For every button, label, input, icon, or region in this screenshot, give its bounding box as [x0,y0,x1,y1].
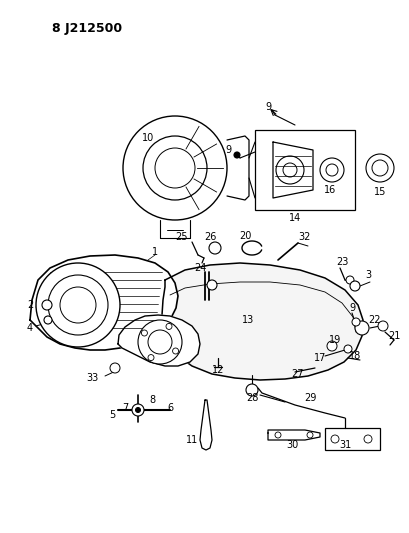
Text: 19: 19 [328,335,340,345]
Circle shape [371,160,387,176]
Circle shape [172,348,178,354]
Circle shape [110,363,120,373]
Text: 24: 24 [193,263,206,273]
Text: 12: 12 [211,365,224,375]
Circle shape [148,330,172,354]
Text: 9: 9 [264,102,270,112]
Circle shape [330,435,338,443]
Circle shape [123,116,227,220]
Text: 29: 29 [303,393,315,403]
Circle shape [377,321,387,331]
Circle shape [326,341,336,351]
Circle shape [42,300,52,310]
Text: 17: 17 [313,353,326,363]
Text: 5: 5 [109,410,115,420]
Circle shape [365,154,393,182]
Polygon shape [118,315,200,366]
Circle shape [60,287,96,323]
Polygon shape [200,400,211,450]
Circle shape [345,276,353,284]
Circle shape [349,281,359,291]
Text: 7: 7 [121,403,128,413]
Bar [324,428,379,450]
Text: 6: 6 [166,403,173,413]
Text: 11: 11 [185,435,198,445]
Text: 21: 21 [387,331,399,341]
Text: 32: 32 [298,232,310,242]
Circle shape [141,330,147,336]
Text: 31: 31 [338,440,350,450]
Circle shape [274,432,280,438]
Text: 20: 20 [238,231,251,241]
Circle shape [363,435,371,443]
Circle shape [325,164,337,176]
Circle shape [148,354,154,361]
Circle shape [132,404,144,416]
Circle shape [354,321,368,335]
Text: 14: 14 [288,213,300,223]
Text: 23: 23 [335,257,347,267]
Circle shape [143,136,207,200]
Circle shape [209,242,220,254]
Circle shape [48,275,108,335]
Circle shape [343,345,351,353]
Circle shape [166,324,172,329]
Text: 4: 4 [27,323,33,333]
Circle shape [351,318,359,326]
Circle shape [138,320,182,364]
Circle shape [245,384,257,396]
Polygon shape [30,255,178,350]
Circle shape [275,156,303,184]
Text: 18: 18 [348,351,360,361]
Circle shape [282,163,296,177]
Text: 16: 16 [323,185,335,195]
Circle shape [36,263,120,347]
Text: 27: 27 [291,369,303,379]
Circle shape [135,408,140,413]
Circle shape [155,148,195,188]
Text: 33: 33 [85,373,98,383]
Text: 15: 15 [373,187,385,197]
Text: 2: 2 [27,300,33,310]
Text: 9: 9 [348,303,354,313]
Polygon shape [227,136,248,200]
Text: 8: 8 [148,395,155,405]
Bar [254,130,354,210]
Text: 28: 28 [245,393,258,403]
Text: 13: 13 [241,315,254,325]
Text: 9: 9 [225,145,231,155]
Circle shape [234,152,239,158]
Text: 1: 1 [152,247,158,257]
Circle shape [306,432,312,438]
Text: 25: 25 [175,232,188,242]
Polygon shape [267,430,319,440]
Circle shape [319,158,343,182]
Text: 30: 30 [285,440,297,450]
Polygon shape [162,263,362,380]
Text: 10: 10 [142,133,154,143]
Text: 26: 26 [203,232,216,242]
Polygon shape [272,142,312,198]
Circle shape [44,316,52,324]
Text: 3: 3 [364,270,370,280]
Text: 22: 22 [368,315,380,325]
Circle shape [207,280,216,290]
Text: 8 J212500: 8 J212500 [52,22,122,35]
